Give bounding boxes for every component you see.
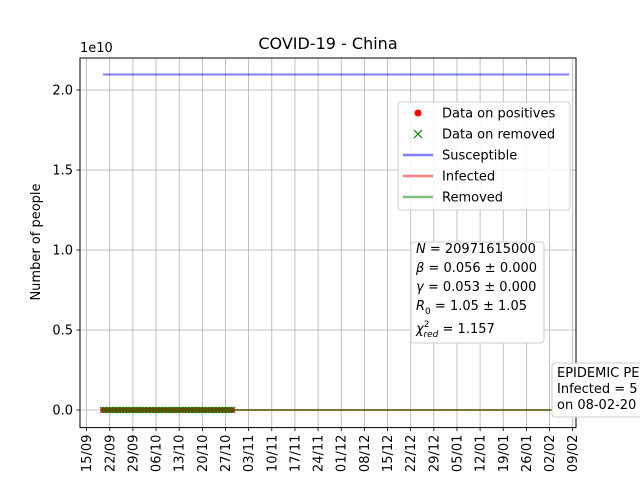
legend-label: Infected: [442, 170, 495, 185]
x-tick-label: 26/01: [520, 435, 535, 472]
parameter-value: = 1.157: [438, 322, 494, 337]
parameter-value: = 0.056 ± 0.000: [424, 261, 537, 276]
x-tick-label: 15/12: [381, 435, 396, 472]
x-tick-label: 05/01: [450, 435, 465, 472]
legend-frame: [397, 101, 571, 211]
chart-title: COVID-19 - China: [258, 34, 397, 53]
parameter-symbol: R: [416, 299, 425, 314]
x-tick-label: 06/10: [150, 435, 165, 472]
axes-frame: [79, 57, 577, 429]
parameter-symbol: χ: [415, 322, 425, 337]
y-offset-label: 1e10: [80, 41, 113, 56]
y-tick-label: 2.0: [52, 84, 73, 99]
parameter-line: N = 20971615000: [416, 242, 536, 257]
series-layer: [99, 73, 570, 414]
parameter-subscript: red: [423, 330, 438, 340]
x-tick-label: 12/01: [474, 435, 489, 472]
legend: Data on positives Data on removed Suscepti…: [397, 101, 571, 211]
y-axis: 0.0 0.5 1.0 1.5 2.0: [52, 84, 80, 419]
x-tick-label: 22/09: [103, 435, 118, 472]
peak-line: Infected = 5: [557, 382, 638, 397]
legend-label: Data on positives: [442, 107, 555, 122]
x-tick-label: 27/10: [219, 435, 234, 472]
x-tick-label: 15/09: [80, 435, 95, 472]
parameter-symbol: β: [415, 261, 424, 276]
x-tick-label: 29/09: [126, 435, 141, 472]
x-tick-label: 01/12: [335, 435, 350, 472]
x-tick-label: 24/11: [312, 435, 327, 472]
peak-line: EPIDEMIC PE: [557, 366, 639, 381]
x-tick-label: 19/01: [497, 435, 512, 472]
parameter-line: γ = 0.053 ± 0.000: [416, 280, 536, 295]
y-tick-label: 0.5: [52, 324, 73, 339]
y-axis-label: Number of people: [29, 183, 44, 300]
x-tick-label: 17/11: [288, 435, 303, 472]
x-tick-label: 08/12: [358, 435, 373, 472]
parameter-line: χ2 red = 1.157: [415, 320, 495, 340]
x-tick-label: 09/02: [566, 435, 581, 472]
x-tick-label: 29/12: [427, 435, 442, 472]
y-tick-label: 1.0: [52, 244, 73, 259]
x-tick-label: 03/11: [242, 435, 257, 472]
legend-label: Removed: [442, 191, 503, 206]
data-removed-cross: [228, 406, 236, 414]
parameter-line: β = 0.056 ± 0.000: [415, 261, 537, 276]
x-tick-label: 20/10: [196, 435, 211, 472]
data-removed-point: [228, 406, 236, 414]
parameter-superscript: 2: [424, 320, 430, 330]
y-tick-label: 0.0: [52, 404, 73, 419]
parameter-symbol: γ: [416, 280, 425, 295]
parameter-value: = 20971615000: [426, 242, 536, 257]
x-tick-label: 13/10: [173, 435, 188, 472]
legend-removed-marker: [413, 129, 423, 139]
x-tick-label: 10/11: [265, 435, 280, 472]
x-tick-label: 22/12: [404, 435, 419, 472]
x-axis: 15/09 22/09 29/09 06/10 13/10 20/10 27/10 03/11…: [80, 427, 581, 472]
legend-label: Data on removed: [442, 128, 555, 143]
legend-cross: [413, 129, 423, 139]
parameter-line: R0 = 1.05 ± 1.05: [416, 299, 527, 317]
y-tick-label: 1.5: [52, 164, 73, 179]
parameter-value: = 0.053 ± 0.000: [424, 280, 537, 295]
parameters-frame: [410, 241, 545, 344]
legend-positives-marker: [414, 109, 422, 117]
parameter-subscript: 0: [425, 307, 431, 317]
parameter-symbol: N: [416, 242, 426, 257]
peak-line: on 08-02-20: [557, 398, 636, 413]
peak-frame: [551, 362, 640, 418]
parameter-value: = 1.05 ± 1.05: [431, 299, 527, 314]
x-tick-label: 02/02: [543, 435, 558, 472]
legend-label: Susceptible: [442, 149, 517, 164]
